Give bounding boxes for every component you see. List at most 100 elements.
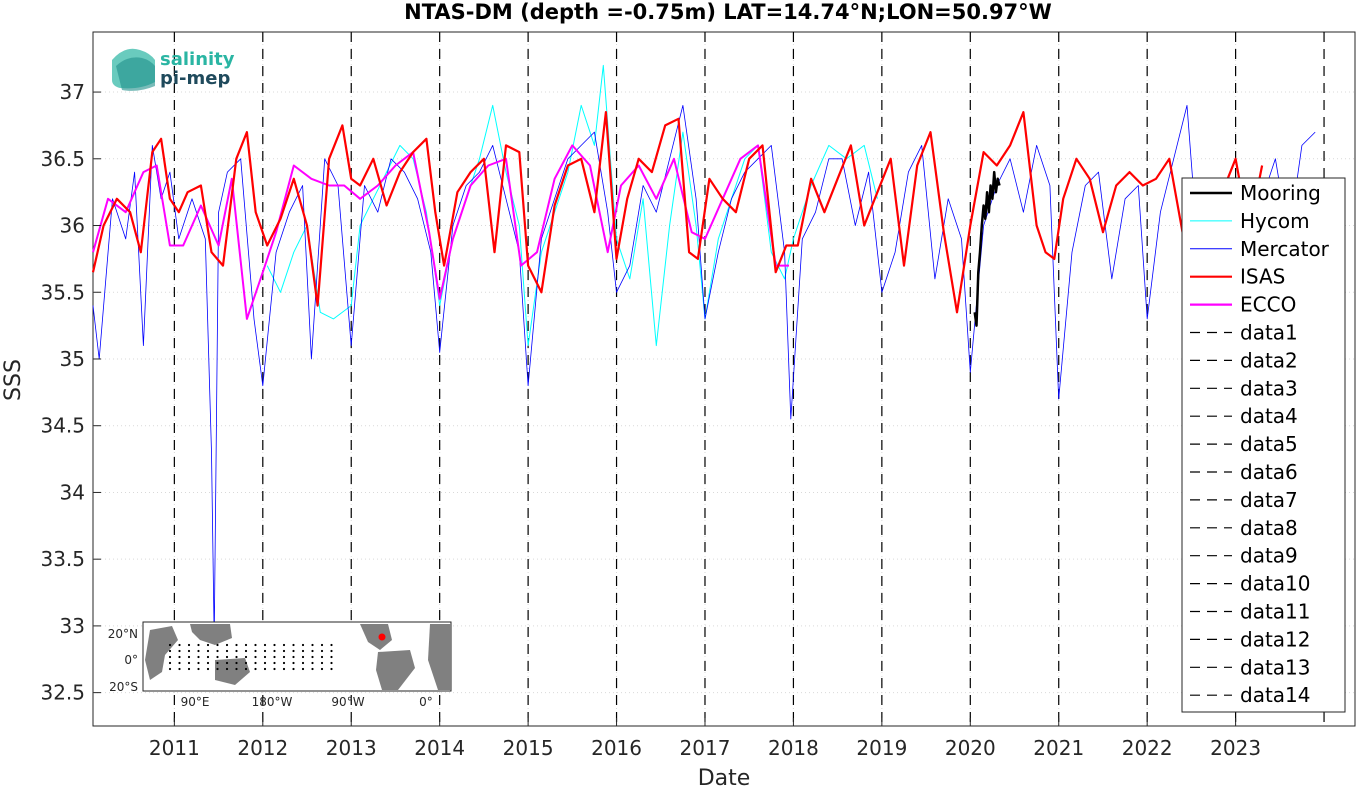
inset-buoy-dot — [330, 655, 333, 659]
inset-buoy-dot — [225, 643, 229, 647]
inset-lat-label-2: 0° — [124, 653, 138, 667]
series-lines — [91, 64, 1316, 640]
inset-buoy-dot — [216, 649, 219, 653]
axis-ticks: 32.5 33 33.5 34 34.5 35 35.5 36 36.5 37 2011 2012 20… — [40, 80, 1261, 760]
inset-buoy-dot — [244, 643, 248, 647]
inset-buoy-dot — [206, 655, 210, 659]
legend-label-data4: data4 — [1240, 404, 1298, 428]
y-tick-label-8: 36.5 — [40, 147, 85, 171]
inset-buoy-dot — [282, 643, 286, 647]
legend-label-data3: data3 — [1240, 376, 1298, 400]
inset-buoy-dot — [244, 655, 248, 659]
series-line-isas — [91, 110, 1264, 314]
legend-label-hycom: Hycom — [1240, 209, 1310, 233]
inset-map: 20°N 0° 20°S 90°E 180°W 90°W 0° — [108, 621, 452, 709]
x-tick-label-7: 2018 — [768, 736, 819, 760]
inset-buoy-dot — [178, 643, 181, 647]
inset-buoy-dot — [244, 661, 248, 665]
inset-buoy-dot — [225, 661, 229, 665]
inset-buoy-dot — [273, 661, 276, 665]
x-tick-label-2: 2013 — [326, 736, 377, 760]
inset-buoy-dot — [254, 655, 257, 659]
inset-lon-label-1: 90°E — [181, 695, 210, 709]
inset-buoy-dot — [320, 661, 324, 665]
inset-buoy-dot — [263, 643, 267, 647]
series-line-mooring — [973, 170, 1001, 327]
legend-label-data8: data8 — [1240, 516, 1298, 540]
inset-buoy-dot — [282, 667, 286, 671]
y-tick-label-9: 37 — [60, 80, 85, 104]
legend-label-ecco: ECCO — [1240, 293, 1296, 317]
legend-box — [1181, 177, 1346, 713]
y-axis-label: SSS — [1, 359, 26, 401]
inset-buoy-dot — [187, 643, 191, 647]
inset-lon-label-3: 90°W — [331, 695, 364, 709]
inset-buoy-dot — [263, 661, 267, 665]
inset-buoy-dot — [263, 649, 267, 653]
legend-label-data5: data5 — [1240, 432, 1298, 456]
inset-buoy-dot — [311, 649, 314, 653]
inset-buoy-dot — [206, 643, 210, 647]
inset-buoy-dot — [292, 649, 295, 653]
inset-buoy-dot — [273, 643, 276, 647]
inset-buoy-dot — [254, 649, 257, 653]
x-tick-label-3: 2014 — [414, 736, 465, 760]
inset-buoy-dot — [168, 649, 172, 653]
inset-lon-label-2: 180°W — [252, 695, 293, 709]
x-tick-label-9: 2020 — [945, 736, 996, 760]
inset-buoy-dot — [330, 643, 333, 647]
land-central-america-shape — [360, 624, 392, 650]
legend-label-data9: data9 — [1240, 544, 1298, 568]
inset-buoy-dot — [206, 661, 210, 665]
y-tick-label-1: 33 — [60, 614, 85, 638]
logo-line1: salinity — [160, 49, 235, 70]
inset-buoy-dot — [320, 649, 324, 653]
inset-buoy-dot — [263, 667, 267, 671]
inset-buoy-dot — [187, 661, 191, 665]
inset-buoy-dot — [263, 655, 267, 659]
inset-buoy-dot — [301, 661, 305, 665]
land-asia-shape — [190, 624, 232, 645]
inset-buoy-dot — [301, 667, 305, 671]
x-axis-label: Date — [698, 766, 751, 790]
inset-buoy-dot — [168, 667, 172, 671]
land-australia-shape — [215, 658, 250, 685]
inset-buoy-dot — [244, 649, 248, 653]
salinity-pimep-logo: salinity pi-mep — [112, 48, 235, 91]
inset-buoy-dot — [178, 655, 181, 659]
inset-buoy-dot — [235, 661, 238, 665]
x-tick-label-5: 2016 — [591, 736, 642, 760]
inset-lon-label-4: 0° — [419, 695, 433, 709]
inset-buoy-dot — [311, 667, 314, 671]
inset-buoy-dot — [197, 649, 200, 653]
inset-buoy-dot — [273, 649, 276, 653]
inset-buoy-dot — [282, 655, 286, 659]
inset-buoy-dot — [225, 655, 229, 659]
legend-label-mercator: Mercator — [1240, 237, 1330, 261]
inset-buoy-dot — [235, 643, 238, 647]
x-tick-label-12: 2023 — [1210, 736, 1261, 760]
inset-buoy-dot — [330, 661, 333, 665]
inset-lat-label-1: 20°N — [108, 627, 138, 641]
inset-buoy-dot — [225, 667, 229, 671]
inset-buoy-dot — [216, 661, 219, 665]
inset-buoy-dot — [311, 661, 314, 665]
inset-buoy-dot — [244, 667, 248, 671]
x-tick-label-4: 2015 — [503, 736, 554, 760]
legend-label-data7: data7 — [1240, 488, 1298, 512]
legend: Mooring Hycom Mercator ISAS ECCO data1 data2 da… — [1181, 177, 1346, 713]
inset-buoy-dot — [254, 661, 257, 665]
y-tick-label-4: 34.5 — [40, 414, 85, 438]
legend-label-data10: data10 — [1240, 572, 1311, 596]
legend-label-data1: data1 — [1240, 321, 1298, 345]
inset-buoy-dot — [197, 661, 200, 665]
inset-buoy-dot — [187, 649, 191, 653]
inset-buoy-dot — [225, 649, 229, 653]
legend-label-data13: data13 — [1240, 655, 1311, 679]
inset-buoy-dot — [292, 661, 295, 665]
x-tick-label-1: 2012 — [237, 736, 288, 760]
inset-lat-label-3: 20°S — [109, 680, 138, 694]
inset-buoy-dot — [311, 655, 314, 659]
inset-buoy-dot — [292, 667, 295, 671]
